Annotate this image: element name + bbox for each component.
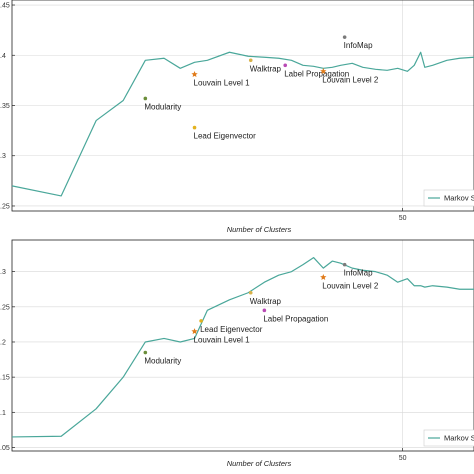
- method-label: InfoMap: [344, 269, 373, 278]
- method-label: Modularity: [144, 357, 181, 366]
- method-point: [283, 63, 288, 68]
- method-label: Louvain Level 1: [194, 335, 251, 344]
- method-point: [342, 262, 347, 267]
- method-point: [199, 319, 203, 323]
- method-point: [262, 308, 267, 313]
- method-point-star: [191, 71, 198, 78]
- y-tick-label: .35: [0, 103, 10, 110]
- series-line: [11, 51, 474, 197]
- method-point: [342, 35, 347, 39]
- y-tick-label: .3: [0, 269, 6, 276]
- x-tick-label: 50: [399, 455, 407, 462]
- method-point-star: [320, 68, 327, 75]
- method-point: [143, 96, 148, 101]
- y-tick-label: .1: [0, 410, 6, 417]
- legend: Markov S: [423, 429, 474, 447]
- method-point-star: [320, 273, 327, 280]
- y-tick-label: .25: [0, 203, 10, 210]
- x-tick-label: 50: [399, 215, 407, 222]
- method-label: Label Propagation: [263, 314, 328, 323]
- method-label: Lead Eigenvector: [200, 325, 263, 334]
- plot-frame: [11, 239, 474, 452]
- y-tick-label: .25: [0, 304, 10, 311]
- method-label: Walktrap: [250, 297, 282, 306]
- series-line: [11, 256, 474, 438]
- method-label: Louvain Level 2: [322, 281, 379, 290]
- method-point: [248, 290, 253, 295]
- y-tick-label: .15: [0, 375, 10, 382]
- y-tick-label: .4: [0, 53, 6, 60]
- y-tick-label: .3: [0, 153, 6, 160]
- method-point: [192, 125, 197, 130]
- method-label: Louvain Level 2: [322, 75, 379, 84]
- y-tick-label: .45: [0, 3, 10, 10]
- x-axis-label: Number of Clusters: [227, 225, 292, 234]
- method-label: Label Propagation: [284, 69, 349, 78]
- method-label: Modularity: [144, 102, 181, 111]
- y-tick-label: .2: [0, 339, 6, 346]
- legend-box: [423, 189, 474, 207]
- legend-label: Markov S: [444, 434, 474, 443]
- legend-label: Markov S: [444, 194, 474, 203]
- legend-box: [423, 429, 474, 447]
- method-point: [248, 58, 253, 63]
- method-label: InfoMap: [344, 41, 373, 50]
- chart-panel-2: .05 .1 .15 .2 .25 .3 50 Number of Clusters Modul…: [0, 239, 474, 468]
- method-point-star: [191, 328, 198, 335]
- chart-panel-1: .25 .3 .35 .4 .45 50 Number of Clusters Modular…: [0, 0, 474, 234]
- y-tick-label: .05: [0, 445, 10, 452]
- method-label: Walktrap: [250, 64, 282, 73]
- method-point: [143, 350, 148, 355]
- method-label: Lead Eigenvector: [194, 132, 257, 141]
- x-axis-label: Number of Clusters: [227, 459, 292, 468]
- legend: Markov S: [423, 189, 474, 207]
- method-label: Louvain Level 1: [194, 78, 251, 87]
